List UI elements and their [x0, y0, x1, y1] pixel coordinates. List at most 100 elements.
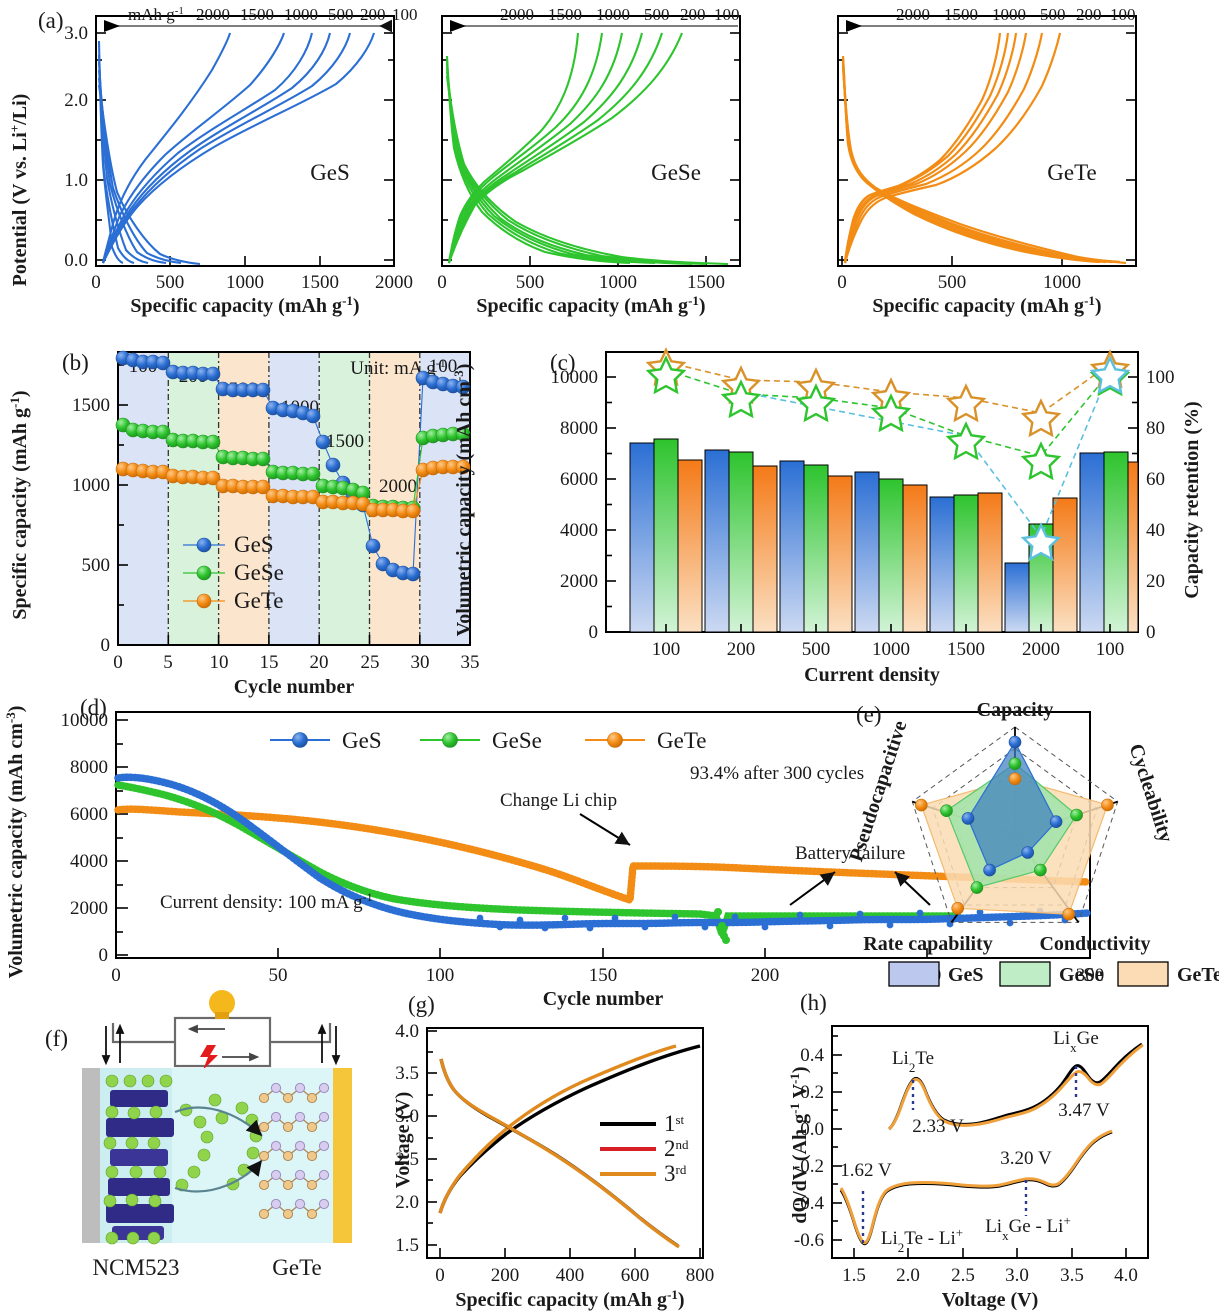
panel-d-gese-failure — [714, 908, 730, 944]
panel-b-xtick-3: 15 — [260, 652, 279, 673]
panel-a1-ytick-0: 0.0 — [64, 250, 88, 271]
panel-d-xtick-2: 100 — [426, 965, 455, 986]
panel-a2-xtick-2: 1000 — [599, 272, 637, 293]
panel-c-rtick-4: 80 — [1146, 418, 1165, 439]
panel-a1-rate-1: 1500 — [240, 5, 274, 24]
panel-c-ytick-4: 8000 — [560, 418, 598, 439]
panel-a1-ytick-2: 2.0 — [64, 90, 88, 111]
panel-g-ytick-1: 2.0 — [395, 1192, 419, 1213]
panel-d-curve-ges — [114, 773, 1092, 929]
panel-f-label: (f) — [45, 1026, 68, 1051]
panel-h-peak-voltage-0: 2.33 V — [912, 1116, 964, 1137]
panel-b-series-gese — [115, 417, 471, 516]
panel-e-axis-conductivity: Conductivity — [1039, 933, 1150, 955]
panel-a2-xtick-3: 1500 — [687, 272, 725, 293]
panel-b-label: (b) — [62, 350, 89, 375]
panel-g-xtick-1: 200 — [491, 1265, 520, 1286]
panel-e-label: (e) — [856, 702, 882, 727]
panel-b-xtick-1: 5 — [163, 652, 173, 673]
panel-d-xtick-3: 150 — [589, 965, 618, 986]
panel-a2-gese: 0 500 1000 1500 Specific capacity (mAh g… — [437, 5, 741, 317]
panel-c-rtick-0: 0 — [1146, 622, 1156, 643]
panel-f-li-ions-cathode — [103, 1074, 173, 1245]
panel-a3-gete: 0 500 1000 Specific capacity (mAh g-1) 2… — [837, 5, 1137, 317]
panel-d-label: (d) — [80, 695, 107, 720]
panel-d-ytick-4: 8000 — [70, 757, 108, 778]
panel-a1-rate-3: 500 — [328, 5, 354, 24]
panel-h-xtick-4: 3.5 — [1060, 1265, 1084, 1286]
panel-c-ytick-3: 6000 — [560, 469, 598, 490]
panel-a3-material: GeTe — [1047, 160, 1096, 185]
panel-b-xtick-0: 0 — [113, 652, 123, 673]
panel-g-xtick-3: 600 — [621, 1265, 650, 1286]
panel-h-ytick-1: -0.4 — [794, 1193, 825, 1214]
panel-a1-rate-5: 100 — [392, 5, 418, 24]
panel-b-xtick-6: 30 — [411, 652, 430, 673]
panel-b-rate-5: 2000 — [379, 476, 417, 497]
panel-h-peak-label-1: LixGe — [1053, 1028, 1099, 1055]
panel-h-peak-label-2: Li2Te - Li+ — [881, 1225, 963, 1255]
panel-a2-rate-3: 500 — [644, 5, 670, 24]
panel-b-ytick-0: 0 — [101, 635, 111, 656]
panel-b-ylabel: Specific capacity (mAh g-1) — [7, 390, 32, 619]
panel-a1-material: GeS — [310, 160, 350, 185]
panel-b-xlabel: Cycle number — [234, 676, 355, 698]
panel-a1-ytick-1: 1.0 — [64, 170, 88, 191]
panel-a1-ytick-3: 3.0 — [64, 23, 88, 44]
panel-f-anode-label: GeTe — [272, 1255, 321, 1280]
panel-c-rtick-1: 20 — [1146, 571, 1165, 592]
panel-f-cathode-label: NCM523 — [93, 1255, 180, 1280]
panel-h-xtick-3: 3.0 — [1005, 1265, 1029, 1286]
panel-g-ytick-4: 3.5 — [395, 1063, 419, 1084]
panel-f-bulb-icon — [209, 990, 235, 1019]
panel-c-xtick-3: 1000 — [872, 639, 910, 660]
panel-g-xtick-4: 800 — [686, 1265, 715, 1286]
panel-e-legend-ges: GeS — [948, 964, 984, 986]
legend-swatch-gese — [999, 961, 1051, 987]
panel-g-xtick-0: 0 — [435, 1265, 445, 1286]
panel-b-ytick-1: 500 — [82, 555, 111, 576]
panel-g-legend-1st: 1st — [664, 1111, 685, 1136]
panel-d-legend-ges: GeS — [342, 728, 382, 753]
panel-d-ann-failure: Battery failure — [795, 843, 905, 864]
panel-h-peak-label-3: LixGe - Li+ — [985, 1213, 1071, 1243]
panel-e-poly-ges — [967, 740, 1057, 871]
panel-g-legend-3rd: 3rd — [664, 1161, 687, 1186]
panel-a3-rate-3: 500 — [1040, 5, 1066, 24]
panel-f: (f) — [45, 990, 352, 1280]
panel-d-ann-retention: 93.4% after 300 cycles — [690, 763, 864, 784]
panel-d-ytick-2: 4000 — [70, 851, 108, 872]
panel-f-current-collector-right — [333, 1068, 352, 1243]
panel-a2-rate-1: 1500 — [548, 5, 582, 24]
panel-h-xtick-5: 4.0 — [1114, 1265, 1138, 1286]
panel-d-xtick-1: 50 — [269, 965, 288, 986]
panel-f-transport-arrows — [174, 1106, 263, 1193]
legend-marker-gese — [196, 565, 212, 581]
panel-b-ytick-2: 1000 — [72, 475, 110, 496]
legend-swatch-ges — [888, 961, 940, 987]
panel-g-ytick-2: 2.5 — [395, 1149, 419, 1170]
panel-d-legend: GeS GeSe GeTe — [270, 728, 706, 753]
panel-a1-xtick-0: 0 — [91, 272, 101, 293]
panel-d-curve-gese — [114, 781, 964, 946]
panel-a3-rate-5: 100 — [1110, 5, 1136, 24]
panel-a3-rate-4: 200 — [1076, 5, 1102, 24]
panel-f-gete-lattice — [258, 1082, 330, 1220]
panel-a1-rate-4: 200 — [360, 5, 386, 24]
panel-b-rate-bands — [118, 352, 470, 645]
panel-c-ytick-0: 0 — [589, 622, 599, 643]
panel-a-ylabel: Potential (V vs. Li+/Li) — [7, 94, 32, 287]
panel-h-peak-label-0: Li2Te — [892, 1048, 934, 1075]
panel-b-xtick-4: 20 — [310, 652, 329, 673]
panel-d-xtick-0: 0 — [111, 965, 121, 986]
panel-a1-xtick-4: 2000 — [375, 272, 413, 293]
panel-f-lightning-icon — [200, 1045, 218, 1070]
panel-c-xtick-4: 1500 — [947, 639, 985, 660]
panel-a3-rate-1: 1500 — [944, 5, 978, 24]
legend-swatch-gete — [1117, 961, 1169, 987]
panel-b-ytick-3: 1500 — [72, 395, 110, 416]
panel-a3-xtick-2: 1000 — [1043, 272, 1081, 293]
panel-g-label: (g) — [408, 992, 435, 1017]
panel-d-xtick-6: 300 — [1076, 965, 1105, 986]
